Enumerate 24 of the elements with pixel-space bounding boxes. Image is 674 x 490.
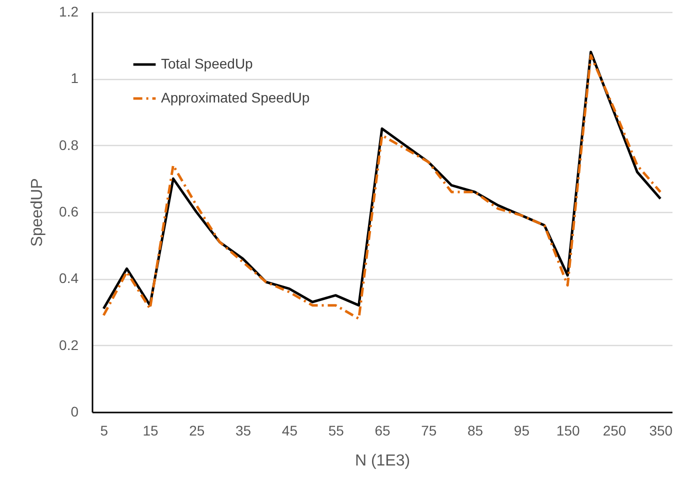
- y-axis-title: SpeedUP: [29, 178, 46, 247]
- y-tick-label: 1: [70, 70, 79, 86]
- x-tick-label: 350: [649, 422, 673, 438]
- x-tick-label: 65: [374, 422, 390, 438]
- y-tick-label: 0.6: [59, 204, 79, 220]
- y-tick-label: 0.8: [59, 136, 79, 153]
- x-tick-label: 25: [189, 422, 205, 438]
- x-tick-label: 95: [514, 422, 530, 438]
- x-tick-label: 15: [142, 422, 158, 438]
- x-tick-label: 35: [236, 422, 252, 438]
- y-tick-label: 0: [70, 404, 79, 420]
- x-tick-label: 85: [468, 422, 484, 438]
- x-tick-label: 250: [602, 422, 626, 438]
- legend-label: Total SpeedUp: [161, 56, 254, 72]
- y-tick-label: 0.2: [59, 336, 79, 353]
- y-tick-label: 1.2: [59, 4, 79, 20]
- x-tick-label: 45: [282, 422, 298, 438]
- x-tick-label: 5: [100, 422, 108, 438]
- x-tick-label: 75: [421, 422, 437, 438]
- x-tick-label: 150: [556, 422, 580, 438]
- y-tick-label: 0.4: [59, 270, 79, 286]
- x-tick-label: 55: [328, 422, 344, 438]
- x-axis-title: N (1E3): [354, 452, 410, 470]
- legend-label: Approximated SpeedUp: [161, 90, 310, 106]
